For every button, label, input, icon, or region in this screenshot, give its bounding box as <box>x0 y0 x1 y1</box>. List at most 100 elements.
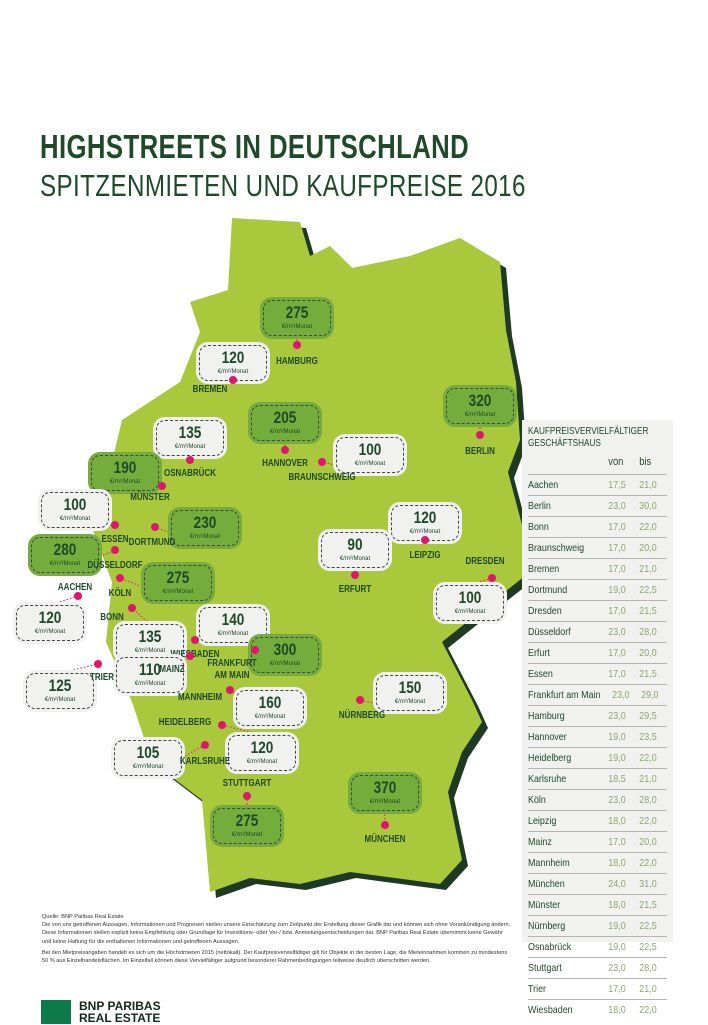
from-value: 17,0 <box>608 605 626 617</box>
city-name: Dortmund <box>528 584 568 596</box>
city-name: Mannheim <box>528 857 570 869</box>
rent-badge: 160 €/m²/Monat <box>236 690 304 726</box>
table-row: Berlin 23,0 30,0 <box>528 495 667 516</box>
from-value: 19,0 <box>608 731 626 743</box>
city-marker <box>151 523 159 531</box>
col-from: von <box>608 456 624 468</box>
connector-line <box>64 549 116 574</box>
to-value: 31,0 <box>638 878 657 890</box>
city-label: BONN <box>100 612 124 623</box>
to-value: 29,0 <box>640 689 659 701</box>
city-label: ESSEN <box>101 534 129 545</box>
rent-unit: €/m²/Monat <box>409 529 441 535</box>
from-value: 23,0 <box>608 500 626 512</box>
table-row: Karlsruhe 18,5 21,0 <box>528 768 667 789</box>
city-marker <box>94 660 102 668</box>
city-name: Düsseldorf <box>528 626 571 638</box>
rent-badge: 150 €/m²/Monat <box>376 675 444 711</box>
rent-badge: 100 €/m²/Monat <box>436 585 504 621</box>
rent-value: 110 <box>139 660 161 679</box>
table-row: Hannover 19,0 23,5 <box>528 726 667 747</box>
logo-stars-icon <box>41 1000 71 1024</box>
from-value: 17,0 <box>608 983 626 995</box>
to-value: 21,5 <box>638 899 657 911</box>
table-row: Dresden 17,0 21,5 <box>528 600 667 621</box>
rent-unit: €/m²/Monat <box>59 516 91 522</box>
city-name: Münster <box>528 899 561 911</box>
city-marker <box>116 574 124 582</box>
multiplier-table: KAUFPREISVERVIELFÄLTIGER GESCHÄFTSHAUS v… <box>522 420 673 1016</box>
table-title-2: GESCHÄFTSHAUS <box>528 438 601 449</box>
rent-value: 120 <box>221 348 245 367</box>
source: Quelle: BNP Paribas Real Estate <box>42 914 124 920</box>
rent-value: 370 <box>373 778 397 797</box>
rent-value: 100 <box>458 588 482 607</box>
rent-value: 275 <box>285 303 309 322</box>
from-value: 17,0 <box>608 836 626 848</box>
city-label: LEIPZIG <box>409 550 441 561</box>
rent-value: 140 <box>221 610 245 629</box>
rent-badge: 190 €/m²/Monat <box>91 455 159 491</box>
city-label: KARLSRUHE <box>179 756 231 767</box>
city-name: Osnabrück <box>528 941 572 953</box>
table-row: Bremen 17,0 21,0 <box>528 558 667 579</box>
rent-badge: 90 €/m²/Monat <box>321 532 389 568</box>
to-value: 22,0 <box>638 857 657 869</box>
rent-unit: €/m²/Monat <box>109 479 141 485</box>
from-value: 18,0 <box>608 899 626 911</box>
city-label: MÜNCHEN <box>364 834 406 845</box>
connector-line <box>59 663 99 674</box>
table-row: Wiesbaden 18,0 22,0 <box>528 999 667 1020</box>
rent-badge: 135 €/m²/Monat <box>156 420 224 456</box>
city-marker <box>218 721 226 729</box>
city-label: DORTMUND <box>128 537 176 548</box>
to-value: 21,0 <box>638 983 657 995</box>
city-label: NÜRNBERG <box>338 710 386 721</box>
rent-value: 320 <box>468 391 492 410</box>
rent-unit: €/m²/Monat <box>134 648 166 654</box>
city-marker <box>111 546 119 554</box>
from-value: 19,0 <box>608 941 626 953</box>
city-name: Hamburg <box>528 710 565 722</box>
city-label: STUTTGART <box>222 778 272 789</box>
title: HIGHSTREETS IN DEUTSCHLAND <box>40 128 470 165</box>
city-marker <box>186 456 194 464</box>
rent-value: 120 <box>413 508 437 527</box>
rent-badge: 275 €/m²/Monat <box>263 300 331 336</box>
rent-unit: €/m²/Monat <box>44 697 76 703</box>
to-value: 20,0 <box>638 542 657 554</box>
col-to: bis <box>638 456 651 468</box>
rent-badge: 100 €/m²/Monat <box>336 437 404 473</box>
city-label: AACHEN <box>57 582 93 593</box>
rent-unit: €/m²/Monat <box>339 556 371 562</box>
city-label: MANNHEIM <box>178 692 222 703</box>
to-value: 20,0 <box>638 647 657 659</box>
rent-badge: 280 €/m²/Monat <box>31 537 99 573</box>
city-marker <box>186 652 194 660</box>
rent-badge: 140 €/m²/Monat <box>199 607 267 643</box>
from-value: 17,0 <box>608 668 626 680</box>
footer: Quelle: BNP Paribas Real Estate Die von u… <box>42 913 512 968</box>
to-value: 28,0 <box>638 962 657 974</box>
from-value: 17,0 <box>608 563 626 575</box>
table-title-1: KAUFPREISVERVIELFÄLTIGER <box>528 426 649 437</box>
city-marker <box>381 821 389 829</box>
rent-unit: €/m²/Monat <box>217 631 249 637</box>
map-land <box>90 218 530 892</box>
to-value: 22,5 <box>638 941 657 953</box>
table-row: Frankfurt am Main 23,0 29,0 <box>528 684 667 705</box>
city-name: Bremen <box>528 563 560 575</box>
from-value: 24,0 <box>608 878 626 890</box>
city-name: Karlsruhe <box>528 773 567 785</box>
to-value: 23,5 <box>638 731 657 743</box>
rent-unit: €/m²/Monat <box>394 699 426 705</box>
table-row: Dortmund 19,0 22,5 <box>528 579 667 600</box>
rent-value: 205 <box>273 408 297 427</box>
city-label: DRESDEN <box>465 556 505 567</box>
rent-value: 90 <box>347 535 363 554</box>
rent-unit: €/m²/Monat <box>189 534 221 540</box>
to-value: 21,5 <box>638 605 657 617</box>
rent-unit: €/m²/Monat <box>246 759 278 765</box>
city-marker <box>158 482 166 490</box>
